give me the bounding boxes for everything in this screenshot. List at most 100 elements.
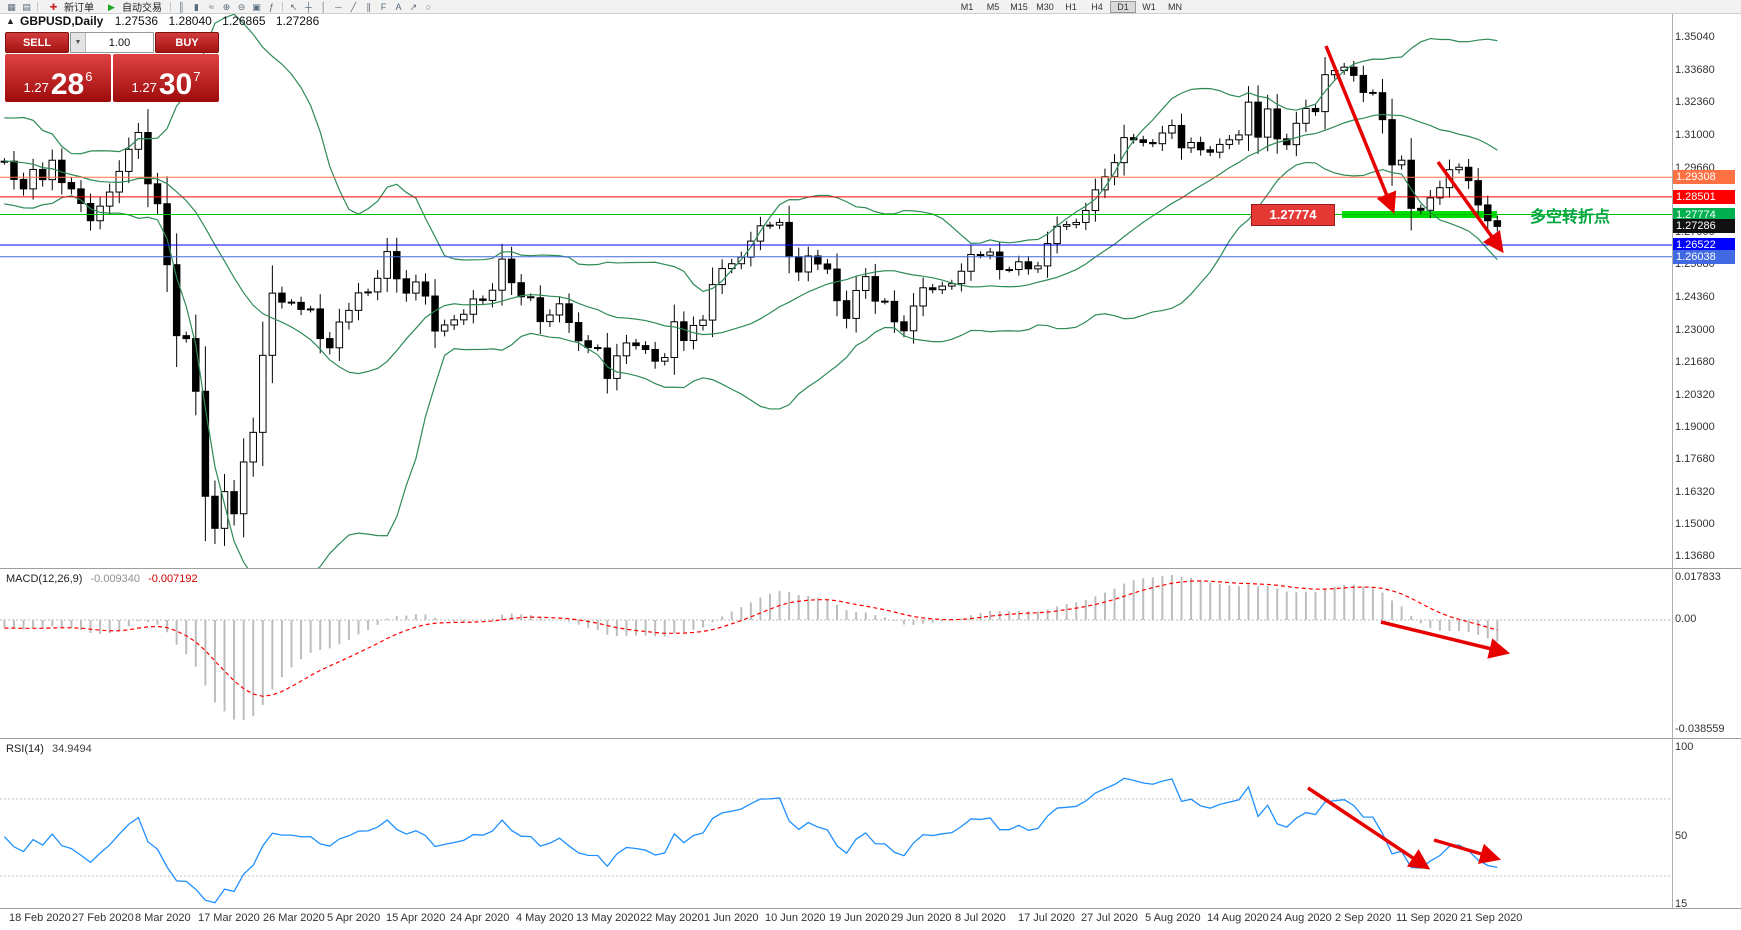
toolbar-separator (170, 2, 171, 11)
one-click-collapse-icon[interactable]: ▲ (6, 16, 15, 26)
timeframe-button-h4[interactable]: H4 (1091, 1, 1103, 12)
toolbar-separator (37, 2, 38, 11)
text-icon[interactable]: A (395, 1, 402, 12)
rsi-indicator-label: RSI(14) 34.9494 (6, 743, 92, 755)
new-order-button-icon: ✚ (49, 1, 58, 12)
time-scale-label: 19 Jun 2020 (829, 912, 890, 924)
new-order-button[interactable]: ✚ 新订单 (41, 0, 99, 14)
new-chart-icon[interactable]: ▦ (7, 1, 16, 12)
rsi-name: RSI(14) (6, 743, 44, 755)
autotrading-button-label: 自动交易 (122, 3, 162, 14)
price-tag: 1.27286 (1673, 219, 1735, 234)
timeframe-button-w1[interactable]: W1 (1142, 1, 1156, 12)
arrow-object-icon[interactable]: ↗ (409, 1, 418, 12)
time-scale-label: 17 Mar 2020 (198, 912, 260, 924)
time-scale-label: 27 Feb 2020 (72, 912, 134, 924)
macd-name: MACD(12,26,9) (6, 573, 83, 585)
time-scale-label: 5 Apr 2020 (327, 912, 381, 924)
buy-price-panel[interactable]: 1.27 30 7 (113, 54, 219, 102)
price-scale-label: 1.23000 (1675, 323, 1715, 336)
channel-icon[interactable]: ∥ (366, 1, 371, 12)
price-tag: 1.29308 (1673, 170, 1735, 185)
fibonacci-icon[interactable]: F (380, 1, 387, 12)
cursor-icon[interactable]: ↖ (289, 1, 298, 12)
bar-chart-icon[interactable]: ║ (178, 1, 185, 12)
tile-windows-icon[interactable]: ▣ (252, 1, 261, 12)
toolbar-separator (282, 2, 283, 11)
trend-arrow (1436, 160, 1504, 254)
support-price-label[interactable]: 1.27774 (1251, 204, 1335, 226)
timeframe-button-mn[interactable]: MN (1168, 1, 1182, 12)
sell-button[interactable]: SELL (5, 32, 69, 53)
vertical-line-icon[interactable]: │ (320, 1, 327, 12)
sell-price-point: 6 (85, 69, 93, 84)
turning-point-label[interactable]: 多空转折点 (1530, 209, 1611, 226)
trendline-icon[interactable]: ╱ (350, 1, 357, 12)
price-scale-label: 1.16320 (1675, 485, 1715, 498)
indicators-icon[interactable]: ƒ (268, 1, 274, 12)
sell-price-panel[interactable]: 1.27 28 6 (5, 54, 111, 102)
price-scale-label: 1.15000 (1675, 517, 1715, 530)
time-scale-label: 8 Jul 2020 (955, 912, 1006, 924)
buy-price-point: 7 (193, 69, 201, 84)
buy-price-prefix: 1.27 (131, 80, 157, 95)
macd-signal-value: -0.007192 (148, 573, 198, 585)
time-scale-label: 4 May 2020 (516, 912, 574, 924)
timeframe-button-m5[interactable]: M5 (986, 1, 1000, 12)
zoom-in-icon[interactable]: ⊕ (222, 1, 231, 12)
macd-indicator-label: MACD(12,26,9) -0.009340 -0.007192 (6, 573, 198, 585)
horizontal-line-icon[interactable]: ─ (335, 1, 342, 12)
price-tag: 1.26522 (1673, 237, 1735, 252)
time-scale-label: 13 May 2020 (576, 912, 640, 924)
rsi-scale-label: 15 (1675, 898, 1688, 910)
trend-arrow (1307, 786, 1431, 870)
rsi-scale-label: 50 (1675, 830, 1688, 843)
price-scale-label: 1.20320 (1675, 388, 1715, 401)
rsi-value: 34.9494 (51, 743, 92, 755)
ellipse-icon[interactable]: ○ (425, 1, 432, 12)
low-value: 1.26865 (222, 14, 266, 28)
time-scale-label: 2 Sep 2020 (1335, 912, 1392, 924)
trend-arrow (1433, 838, 1502, 864)
time-scale-label: 24 Apr 2020 (450, 912, 510, 924)
autotrading-button[interactable]: ▶ 自动交易 (99, 0, 167, 14)
line-chart-icon[interactable]: ≈ (209, 1, 214, 12)
trend-arrow (1324, 45, 1397, 214)
time-scale-label: 11 Sep 2020 (1396, 912, 1458, 924)
time-scale-label: 26 Mar 2020 (263, 912, 325, 924)
price-scale-label: 1.33680 (1675, 64, 1715, 77)
timeframe-button-d1[interactable]: D1 (1110, 0, 1136, 13)
time-scale-label: 10 Jun 2020 (765, 912, 826, 924)
timeframe-button-m15[interactable]: M15 (1010, 1, 1028, 12)
price-scale-label: 1.17680 (1675, 452, 1715, 465)
profiles-icon[interactable]: ▤ (22, 1, 31, 12)
price-scale-label: 1.13680 (1675, 550, 1715, 562)
time-scale-label: 22 May 2020 (640, 912, 704, 924)
volume-input[interactable]: ▼ 1.00 (70, 32, 154, 53)
volume-value: 1.00 (108, 36, 131, 49)
timeframe-button-m1[interactable]: M1 (960, 1, 974, 12)
price-scale-label: 1.19000 (1675, 420, 1715, 433)
sell-price-prefix: 1.27 (23, 80, 49, 95)
buy-button[interactable]: BUY (155, 32, 219, 53)
one-click-trading-panel: SELL ▼ 1.00 BUY 1.27 28 6 1.27 30 7 (5, 32, 219, 102)
crosshair-icon[interactable]: ┼ (305, 1, 312, 12)
zoom-out-icon[interactable]: ⊖ (237, 1, 246, 12)
trend-arrow (1380, 620, 1511, 659)
buy-price-pips: 30 (158, 68, 193, 101)
price-scale-label: 1.35040 (1675, 31, 1715, 43)
new-order-button-label: 新订单 (64, 3, 94, 14)
high-value: 1.28040 (168, 14, 212, 28)
price-scale-label: 1.24360 (1675, 290, 1715, 303)
price-tag: 1.26038 (1673, 249, 1735, 264)
time-scale-label: 24 Aug 2020 (1270, 912, 1332, 924)
symbol-name: GBPUSD,Daily (20, 14, 104, 28)
timeframe-button-h1[interactable]: H1 (1065, 1, 1077, 12)
price-scale-label: 1.32360 (1675, 96, 1715, 109)
candlestick-chart-icon[interactable]: ▮ (194, 1, 199, 12)
volume-dropdown-icon[interactable]: ▼ (71, 33, 86, 52)
price-scale-label: 1.21680 (1675, 355, 1715, 368)
time-scale-label: 5 Aug 2020 (1145, 912, 1201, 924)
timeframe-button-m30[interactable]: M30 (1036, 1, 1054, 12)
